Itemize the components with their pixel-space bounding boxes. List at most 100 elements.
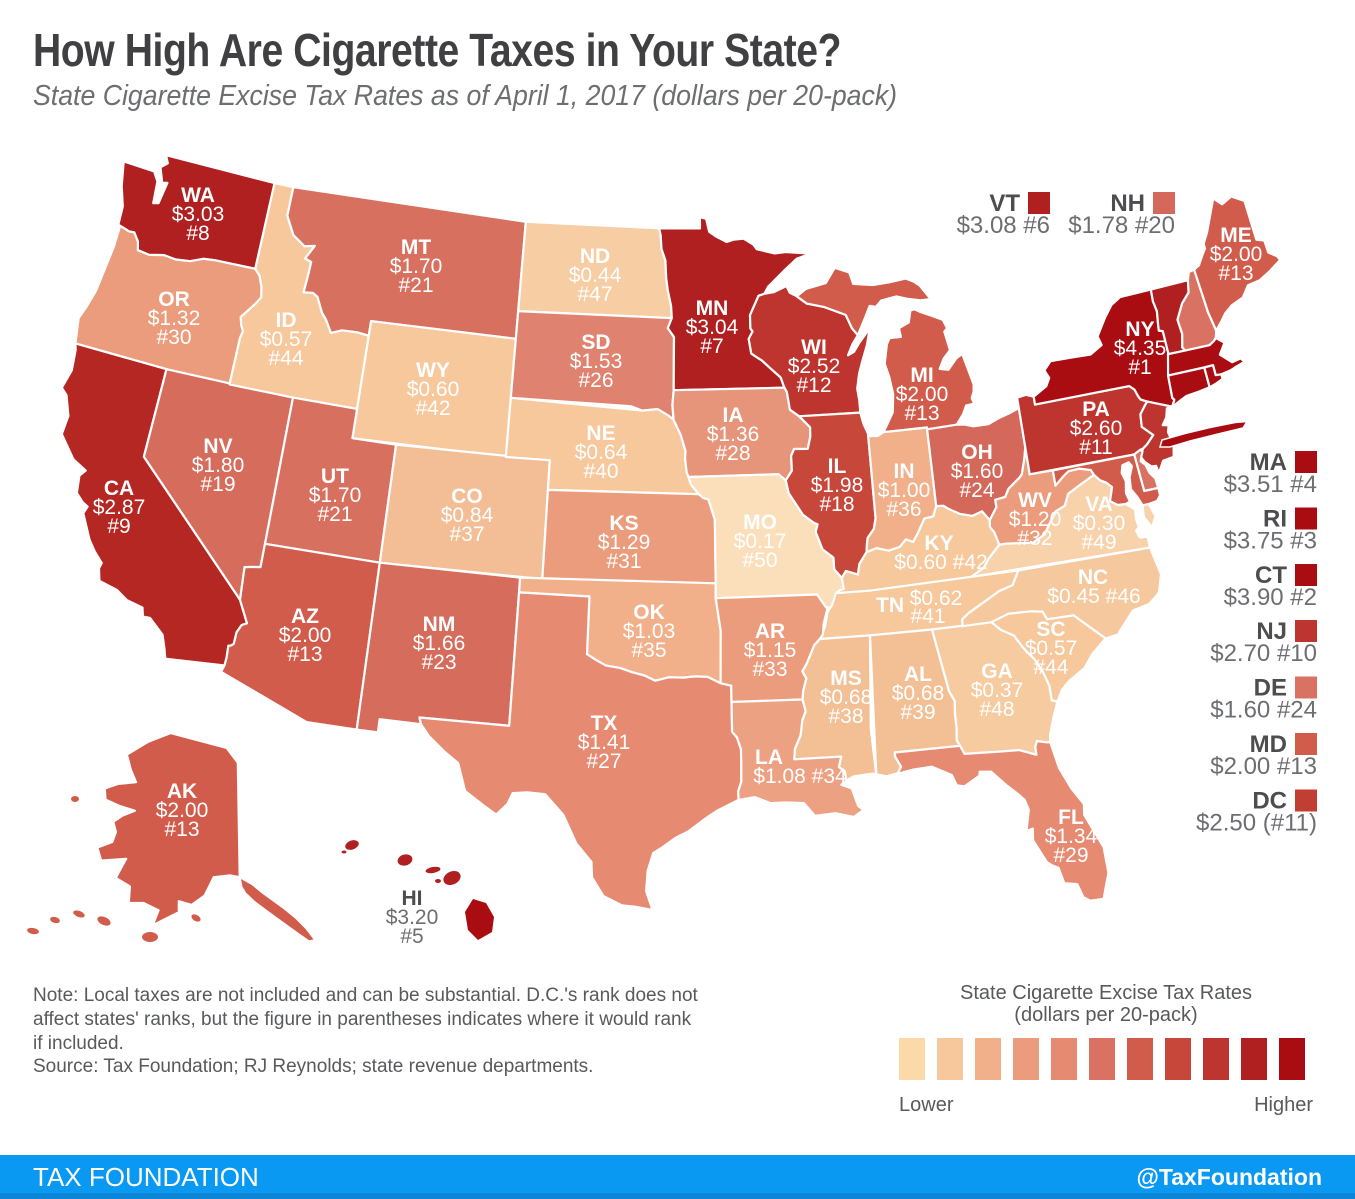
svg-text:$2.70 #10: $2.70 #10 (1210, 640, 1317, 667)
svg-text:WI: WI (801, 336, 827, 359)
svg-text:#29: #29 (1053, 844, 1088, 867)
svg-text:$2.00: $2.00 (279, 624, 332, 647)
svg-text:ME: ME (1220, 224, 1252, 247)
svg-text:$0.30: $0.30 (1073, 512, 1126, 535)
svg-text:#8: #8 (186, 222, 209, 245)
svg-text:$1.53: $1.53 (570, 350, 623, 373)
svg-text:#9: #9 (107, 515, 130, 538)
svg-text:ID: ID (276, 309, 297, 332)
svg-text:PA: PA (1082, 398, 1110, 421)
svg-text:CO: CO (451, 485, 483, 508)
svg-text:$2.52: $2.52 (788, 355, 841, 378)
svg-text:$2.00: $2.00 (896, 383, 949, 406)
svg-text:$1.60 #24: $1.60 #24 (1210, 697, 1317, 724)
svg-text:$1.66: $1.66 (413, 632, 466, 655)
svg-text:#12: #12 (796, 374, 831, 397)
svg-text:$0.84: $0.84 (441, 504, 494, 527)
svg-text:NY: NY (1125, 318, 1154, 341)
svg-text:DC: DC (1252, 788, 1287, 815)
svg-text:#28: #28 (715, 442, 750, 465)
svg-text:$1.03: $1.03 (623, 620, 676, 643)
svg-text:#38: #38 (828, 705, 863, 728)
svg-text:#48: #48 (979, 698, 1014, 721)
svg-text:#39: #39 (900, 701, 935, 724)
svg-text:$0.62: $0.62 (910, 587, 963, 610)
svg-text:$3.03: $3.03 (172, 203, 225, 226)
svg-text:KY: KY (924, 532, 953, 555)
svg-text:#11: #11 (1079, 436, 1112, 459)
svg-text:OH: OH (961, 441, 993, 464)
svg-text:$2.50 (#11): $2.50 (#11) (1196, 810, 1317, 837)
svg-text:WV: WV (1018, 489, 1052, 512)
svg-text:NM: NM (423, 613, 456, 636)
svg-text:NH: NH (1110, 190, 1145, 217)
svg-text:NJ: NJ (1256, 618, 1287, 645)
svg-text:$2.87: $2.87 (93, 496, 146, 519)
svg-text:SD: SD (581, 331, 610, 354)
svg-text:NV: NV (203, 435, 232, 458)
svg-text:$3.08 #6: $3.08 #6 (957, 212, 1050, 239)
svg-text:$1.34: $1.34 (1045, 825, 1098, 848)
svg-text:VT: VT (989, 190, 1020, 217)
svg-text:WA: WA (181, 184, 215, 207)
svg-text:$1.32: $1.32 (148, 307, 201, 330)
svg-text:$0.57: $0.57 (1025, 637, 1078, 660)
svg-text:#23: #23 (421, 651, 456, 674)
svg-text:CT: CT (1255, 562, 1287, 589)
svg-text:VA: VA (1085, 493, 1113, 516)
svg-text:MS: MS (830, 667, 862, 690)
svg-text:MI: MI (910, 364, 933, 387)
svg-text:#21: #21 (398, 274, 433, 297)
svg-text:#31: #31 (606, 550, 641, 573)
svg-text:$3.51 #4: $3.51 #4 (1224, 471, 1317, 498)
svg-text:#24: #24 (959, 479, 994, 502)
svg-text:CA: CA (104, 477, 134, 500)
svg-text:#35: #35 (631, 639, 666, 662)
svg-text:$1.20: $1.20 (1009, 508, 1062, 531)
svg-text:#33: #33 (752, 658, 787, 681)
svg-text:MT: MT (401, 236, 431, 259)
svg-text:UT: UT (321, 465, 349, 488)
svg-text:RI: RI (1263, 506, 1287, 533)
svg-text:$3.20: $3.20 (386, 906, 439, 929)
svg-text:#5: #5 (400, 925, 423, 948)
svg-text:KS: KS (609, 512, 638, 535)
svg-text:#27: #27 (586, 750, 621, 773)
svg-text:#40: #40 (583, 460, 618, 483)
svg-text:$1.36: $1.36 (707, 423, 760, 446)
svg-text:#44: #44 (1033, 656, 1068, 679)
svg-text:#32: #32 (1017, 527, 1052, 550)
svg-text:#36: #36 (886, 498, 921, 521)
svg-text:IN: IN (894, 460, 915, 483)
svg-text:MN: MN (696, 297, 729, 320)
svg-text:$1.98: $1.98 (811, 474, 864, 497)
svg-text:#44: #44 (268, 347, 303, 370)
svg-text:IA: IA (723, 404, 744, 427)
svg-text:$2.00: $2.00 (1210, 243, 1263, 266)
svg-text:$1.00: $1.00 (878, 479, 931, 502)
svg-text:MD: MD (1250, 731, 1287, 758)
svg-text:WY: WY (416, 359, 450, 382)
svg-text:#13: #13 (164, 818, 199, 841)
svg-text:#26: #26 (578, 369, 613, 392)
svg-text:$1.70: $1.70 (390, 255, 443, 278)
svg-text:$1.15: $1.15 (744, 639, 797, 662)
svg-text:#47: #47 (577, 283, 612, 306)
svg-text:HI: HI (402, 887, 423, 910)
svg-text:$3.04: $3.04 (686, 316, 739, 339)
svg-text:GA: GA (981, 660, 1013, 683)
svg-text:OR: OR (158, 288, 190, 311)
svg-text:$0.17: $0.17 (734, 530, 787, 553)
svg-text:$0.44: $0.44 (569, 264, 622, 287)
svg-text:ND: ND (580, 245, 610, 268)
svg-text:DE: DE (1254, 675, 1287, 702)
svg-text:$0.68: $0.68 (820, 686, 873, 709)
svg-text:NC: NC (1078, 566, 1108, 589)
svg-text:#13: #13 (904, 402, 939, 425)
svg-text:#41: #41 (910, 605, 945, 628)
svg-text:$0.37: $0.37 (971, 679, 1024, 702)
svg-text:NE: NE (586, 422, 615, 445)
svg-text:#7: #7 (700, 335, 723, 358)
svg-text:MO: MO (743, 511, 777, 534)
svg-text:$0.64: $0.64 (575, 441, 628, 464)
